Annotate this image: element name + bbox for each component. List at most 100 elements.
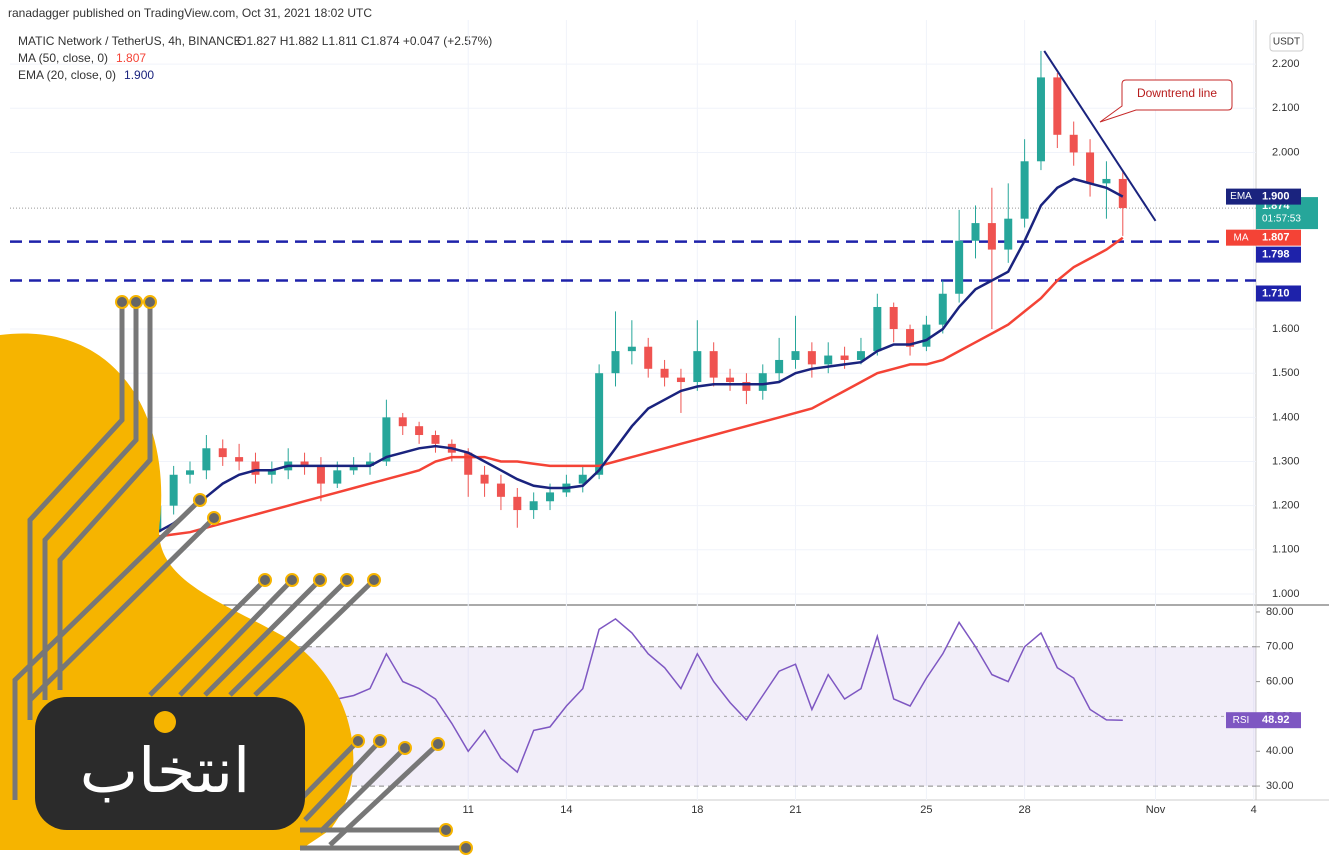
y-tick-label: 2.000: [1272, 146, 1300, 158]
candle-body: [906, 329, 915, 347]
indicator-value: 1.807: [1262, 232, 1290, 244]
level-value: 1.710: [1262, 287, 1290, 299]
candle-body: [300, 461, 309, 466]
candle-body: [1004, 218, 1013, 250]
x-tick-label: 18: [691, 804, 703, 816]
candle-body: [791, 351, 800, 360]
candle-body: [431, 435, 440, 444]
candle-body: [922, 324, 931, 347]
candle-body: [611, 351, 620, 374]
candle-body: [987, 223, 996, 250]
candle-body: [464, 452, 473, 475]
indicator-line: [156, 177, 1124, 534]
currency: USDT: [1273, 37, 1300, 48]
candle-body: [382, 417, 391, 462]
symbol: MATIC Network / TetherUS, 4h, BINANCE: [18, 34, 242, 48]
candle-body: [676, 377, 685, 383]
candle-body: [1036, 77, 1045, 162]
candle-body: [955, 240, 964, 294]
ohlc: O1.827 H1.882 L1.811 C1.874 +0.047 (+2.5…: [237, 34, 492, 48]
candle-body: [595, 373, 604, 475]
y-tick-label: 40.00: [1266, 745, 1294, 757]
logo-circuit: [12, 302, 466, 851]
y-tick-label: 1.500: [1272, 367, 1300, 379]
candle-body: [169, 474, 178, 506]
candle-body: [1069, 134, 1078, 153]
candle-body: [840, 355, 849, 360]
candle-body: [202, 448, 211, 471]
legend-value: 1.807: [116, 51, 146, 65]
y-tick-label: 1.300: [1272, 455, 1300, 467]
indicator-value-box: [1256, 229, 1301, 246]
level-value-box: [1256, 285, 1301, 302]
y-tick-label: 60.00: [1266, 676, 1294, 688]
candle-body: [824, 355, 833, 365]
candle-body: [366, 461, 375, 466]
candle-body: [513, 496, 522, 511]
candle-body: [529, 501, 538, 511]
x-tick-label: 21: [789, 804, 801, 816]
candle-body: [627, 346, 636, 352]
y-tick-label: 80.00: [1266, 606, 1294, 618]
candle-body: [480, 474, 489, 484]
candle-body: [856, 351, 865, 360]
candle-body: [251, 461, 260, 475]
y-tick-label: 1.600: [1272, 323, 1300, 335]
candle-body: [333, 470, 342, 484]
candle-body: [660, 368, 669, 378]
credit: ranadagger published on TradingView.com,…: [8, 6, 372, 20]
candle-body: [235, 457, 244, 462]
candle-body: [415, 426, 424, 436]
candle-body: [186, 470, 195, 475]
x-tick-label: 11: [462, 804, 473, 816]
candle-body: [742, 382, 751, 391]
candle-body: [693, 351, 702, 383]
indicator-line: [157, 236, 1124, 538]
candle-body: [546, 492, 555, 502]
x-tick-label: 25: [920, 804, 932, 816]
candle-body: [758, 373, 767, 391]
logo-box: [35, 697, 305, 830]
candle-body: [398, 417, 407, 427]
indicator-name-box: [1226, 229, 1256, 246]
annotation: Downtrend line: [1137, 86, 1217, 100]
candle-body: [807, 351, 816, 365]
x-tick-label: 28: [1018, 804, 1030, 816]
rsi-name-box: [1226, 712, 1256, 729]
y-tick-label: 1.000: [1272, 588, 1300, 600]
y-tick-label: 1.400: [1272, 411, 1300, 423]
candle-body: [1053, 77, 1062, 135]
candle-body: [578, 474, 587, 484]
trendline: [1043, 50, 1157, 222]
currency-button[interactable]: [1269, 32, 1304, 52]
candle-body: [1102, 178, 1111, 184]
y-tick-label: 2.200: [1272, 58, 1300, 70]
x-tick-label: Nov: [1146, 804, 1166, 816]
indicator-name: MA: [1234, 232, 1249, 243]
legend-entry: EMA (20, close, 0): [18, 68, 116, 82]
indicator-value: 1.900: [1262, 191, 1290, 203]
y-tick-label: 30.00: [1266, 780, 1294, 792]
candle-body: [709, 351, 718, 378]
candle-body: [644, 346, 653, 369]
candle-body: [1086, 152, 1095, 184]
level-value-box: [1256, 246, 1301, 263]
y-tick-label: 1.200: [1272, 500, 1300, 512]
candle-body: [775, 359, 784, 374]
indicator-name-box: [1226, 188, 1256, 205]
candle-body: [1118, 178, 1127, 209]
candle-body: [726, 377, 735, 383]
legend-value: 1.900: [124, 68, 154, 82]
candle-body: [889, 306, 898, 330]
y-tick-label: 2.100: [1272, 102, 1300, 114]
logo-coin: [154, 711, 176, 733]
y-tick-label: 1.100: [1272, 544, 1300, 556]
candle-body: [938, 293, 947, 325]
candle-body: [496, 483, 505, 497]
candle-body: [1020, 161, 1029, 219]
candle-body: [971, 223, 980, 241]
countdown: 01:57:53: [1262, 214, 1301, 225]
annotation-callout: [1099, 79, 1233, 123]
level-value: 1.798: [1262, 249, 1290, 261]
